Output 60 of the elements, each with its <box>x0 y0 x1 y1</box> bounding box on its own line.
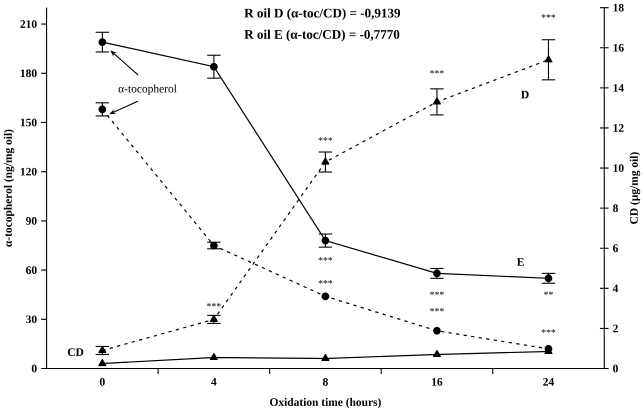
annotation: *** <box>318 137 332 141</box>
annotation: *** <box>542 14 556 18</box>
annotation: *** <box>430 70 444 74</box>
point <box>432 97 441 104</box>
y2-tick-label: 18 <box>614 4 624 12</box>
point <box>210 352 218 360</box>
y2-axis-title: CD (µg/mg oil) <box>630 152 640 224</box>
annotation: CD <box>68 348 84 356</box>
y2-tick-label: 16 <box>614 44 624 52</box>
annotation: R oil D (α-toc/CD) = -0,9139 <box>244 8 400 20</box>
y-tick-label: 60 <box>26 266 37 274</box>
point <box>98 105 106 114</box>
point <box>433 326 441 335</box>
point <box>544 274 552 282</box>
annotation: *** <box>318 257 332 261</box>
y2-tick-label: 8 <box>613 204 618 212</box>
annotation: R oil E (α-toc/CD) = -0,7770 <box>244 30 400 42</box>
x-tick-label: 0 <box>100 378 105 386</box>
annotation: *** <box>430 308 444 312</box>
point <box>210 62 218 71</box>
x-tick-label: 24 <box>543 378 554 386</box>
y2-tick-label: 2 <box>613 324 618 332</box>
y2-tick-label: 4 <box>612 284 618 292</box>
annotation: *** <box>542 329 556 333</box>
point <box>98 38 106 46</box>
point <box>210 242 218 250</box>
y-tick-label: 90 <box>26 216 37 225</box>
annotation: α-tocopherol <box>118 84 177 95</box>
y-tick-label: 180 <box>20 69 37 78</box>
y-tick-label: 30 <box>26 315 37 324</box>
point <box>321 354 330 362</box>
annotation: *** <box>207 302 221 307</box>
annotation: *** <box>318 280 332 284</box>
point <box>210 314 218 322</box>
point <box>321 157 330 165</box>
y-tick-label: 210 <box>20 20 37 28</box>
x-axis-title: Oxidation time (hours) <box>270 398 381 408</box>
y-tick-label: 150 <box>20 118 37 126</box>
y2-tick-label: 12 <box>614 124 624 132</box>
y-tick-label: 120 <box>20 168 37 176</box>
point <box>544 55 552 62</box>
y-tick-label: 0 <box>32 364 37 372</box>
annotation: D <box>521 90 529 98</box>
x-tick-label: 16 <box>432 378 442 386</box>
y2-tick-label: 10 <box>614 164 624 172</box>
point <box>98 358 106 366</box>
y2-tick-label: 14 <box>614 84 624 92</box>
point <box>433 269 441 278</box>
point <box>432 350 441 357</box>
point <box>322 236 330 244</box>
y2-tick-label: 0 <box>613 364 618 372</box>
y-axis-title: α-tocopherol (ng/mg oil) <box>4 130 14 247</box>
point <box>322 292 330 300</box>
x-tick-label: 8 <box>322 378 328 386</box>
annotation: ** <box>544 291 553 296</box>
x-tick-label: 4 <box>211 378 217 386</box>
annotation: *** <box>430 291 444 296</box>
point <box>98 346 106 353</box>
y2-tick-label: 6 <box>613 244 618 252</box>
annotation: E <box>516 258 524 266</box>
